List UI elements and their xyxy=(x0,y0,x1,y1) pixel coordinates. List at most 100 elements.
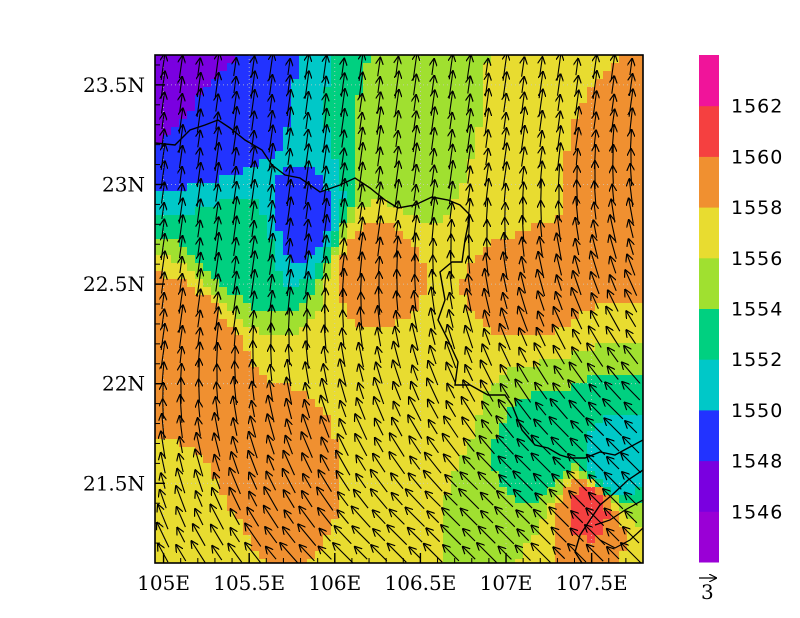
field-cell xyxy=(515,223,524,232)
field-cell xyxy=(219,399,228,408)
wind-arrow xyxy=(515,399,532,420)
wind-arrow xyxy=(324,347,326,364)
field-cell xyxy=(563,327,572,336)
field-cell xyxy=(611,159,620,168)
field-cell xyxy=(219,287,228,296)
field-cell xyxy=(347,319,356,328)
field-cell xyxy=(235,311,244,320)
field-cell xyxy=(419,79,428,88)
field-cell xyxy=(459,527,468,536)
field-cell xyxy=(323,247,332,256)
field-cell xyxy=(491,95,500,104)
field-cell xyxy=(475,559,484,563)
field-cell xyxy=(355,167,364,176)
field-cell xyxy=(331,383,340,392)
field-cell xyxy=(619,319,628,328)
wind-arrow xyxy=(432,149,434,166)
field-cell xyxy=(531,447,540,456)
field-cell xyxy=(227,271,236,280)
field-cell xyxy=(371,423,380,432)
field-cell xyxy=(307,287,316,296)
field-cell xyxy=(323,399,332,408)
field-cell xyxy=(619,415,628,424)
field-cell xyxy=(195,143,204,152)
field-cell xyxy=(491,103,500,112)
field-cell xyxy=(459,295,468,304)
field-cell xyxy=(187,151,196,160)
wind-arrow xyxy=(443,545,460,562)
field-cell xyxy=(627,367,636,376)
field-cell xyxy=(299,439,308,448)
field-cell xyxy=(523,255,532,264)
field-cell xyxy=(491,351,500,360)
field-cell xyxy=(491,239,500,248)
field-cell xyxy=(187,247,196,256)
field-cell xyxy=(155,527,164,536)
field-cell xyxy=(571,199,580,208)
field-cell xyxy=(267,463,276,472)
field-cell xyxy=(435,87,444,96)
field-cell xyxy=(315,143,324,152)
field-cell xyxy=(531,511,540,520)
field-cell xyxy=(443,559,452,563)
field-cell xyxy=(235,383,244,392)
field-cell xyxy=(219,447,228,456)
field-cell xyxy=(563,367,572,376)
field-cell xyxy=(515,151,524,160)
field-cell xyxy=(283,95,292,104)
field-cell xyxy=(531,559,540,563)
wind-arrow xyxy=(406,489,425,510)
field-cell xyxy=(611,399,620,408)
field-cell xyxy=(331,343,340,352)
field-cell xyxy=(243,399,252,408)
field-cell xyxy=(419,511,428,520)
field-cell xyxy=(171,111,180,120)
field-cell xyxy=(339,503,348,512)
field-cell xyxy=(275,143,284,152)
field-cell xyxy=(467,287,476,296)
field-cell xyxy=(291,231,300,240)
field-cell xyxy=(171,495,180,504)
field-cell xyxy=(195,159,204,168)
wind-arrow xyxy=(396,221,398,237)
field-cell xyxy=(355,191,364,200)
wind-arrow xyxy=(567,471,588,492)
field-cell xyxy=(531,375,540,384)
field-cell xyxy=(603,359,612,368)
field-cell xyxy=(291,519,300,528)
field-cell xyxy=(619,527,628,536)
field-cell xyxy=(379,559,388,563)
field-cell xyxy=(171,519,180,528)
field-cell xyxy=(363,255,372,264)
field-cell xyxy=(635,239,643,248)
field-cell xyxy=(467,511,476,520)
field-cell xyxy=(579,407,588,416)
field-cell xyxy=(443,135,452,144)
field-cell xyxy=(619,55,628,64)
field-cell xyxy=(419,55,428,64)
field-cell xyxy=(355,311,364,320)
field-cell xyxy=(291,223,300,232)
field-cell xyxy=(379,487,388,496)
field-cell xyxy=(187,455,196,464)
field-cell xyxy=(475,55,484,64)
field-cell xyxy=(523,543,532,552)
field-cell xyxy=(491,375,500,384)
field-cell xyxy=(323,63,332,72)
field-cell xyxy=(411,103,420,112)
field-cell xyxy=(243,79,252,88)
wind-arrow xyxy=(299,507,316,528)
field-cell xyxy=(523,415,532,424)
field-cell xyxy=(419,119,428,128)
field-cell xyxy=(635,87,643,96)
field-cell xyxy=(195,215,204,224)
field-cell xyxy=(515,551,524,560)
field-cell xyxy=(635,303,643,312)
field-cell xyxy=(171,71,180,80)
field-cell xyxy=(387,519,396,528)
field-cell xyxy=(547,447,556,456)
field-cell xyxy=(379,527,388,536)
field-cell xyxy=(155,303,164,312)
field-cell xyxy=(467,151,476,160)
field-cell xyxy=(515,559,524,563)
